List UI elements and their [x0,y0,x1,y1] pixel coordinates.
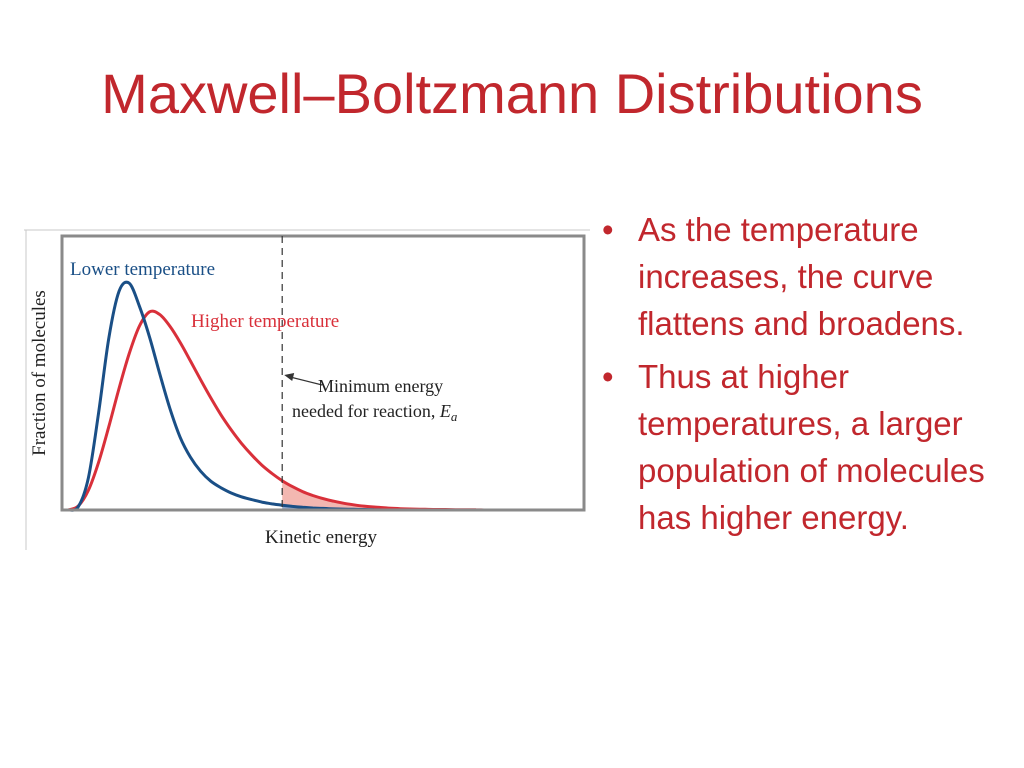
lower-temperature-label: Lower temperature [70,259,215,280]
bullet-text: As the temperature increases, the curve … [638,211,965,342]
threshold-label-text: needed for reaction, [292,401,440,421]
higher-temperature-tail-area [282,480,578,510]
bullet-text: Thus at higher temperatures, a larger po… [638,358,985,536]
bullet-marker: • [602,358,614,395]
threshold-label-line1: Minimum energy [318,376,443,396]
bullet-item: • As the temperature increases, the curve… [600,206,1010,347]
plot-frame [60,234,586,512]
distribution-chart: Lower temperature Higher temperature Min… [24,220,590,560]
x-axis-label: Kinetic energy [265,527,378,548]
y-axis-label: Fraction of molecules [29,290,50,456]
threshold-arrow-head [284,373,295,381]
slide-title: Maxwell–Boltzmann Distributions [101,62,923,125]
threshold-label-symbol: E [439,401,451,421]
bullet-marker: • [602,211,614,248]
chart-svg: Lower temperature Higher temperature Min… [24,229,590,550]
threshold-arrow [290,376,323,386]
higher-temperature-label: Higher temperature [191,311,339,332]
shade-layer [282,480,578,510]
threshold-label-subscript: a [451,409,458,424]
bullet-item: • Thus at higher temperatures, a larger p… [600,353,1010,541]
bullet-list: • As the temperature increases, the curve… [600,206,1010,547]
threshold-label-line2: needed for reaction, Ea [292,401,458,424]
